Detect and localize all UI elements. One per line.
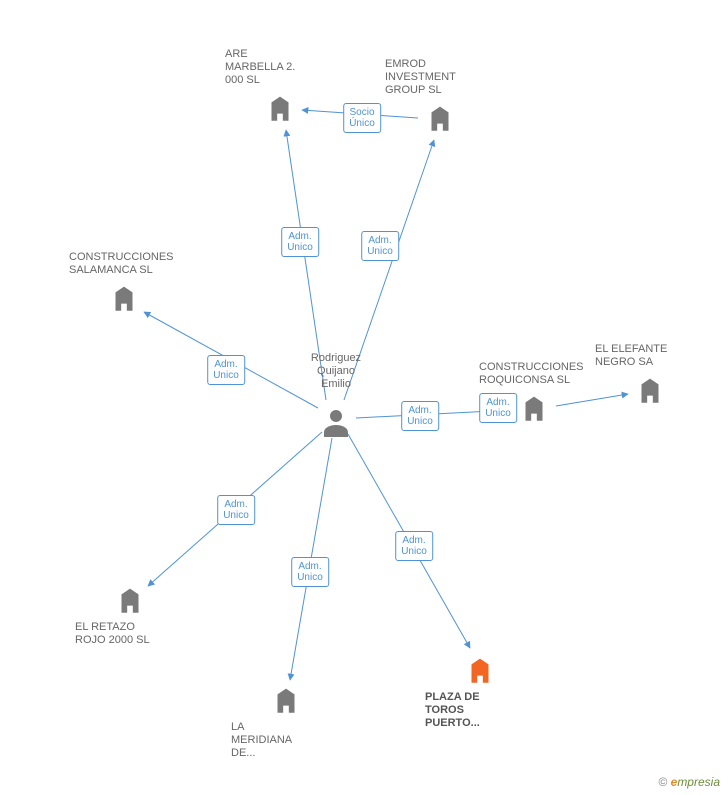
company-node-construcciones-salamanca[interactable] (107, 281, 141, 320)
building-icon (269, 683, 303, 717)
company-label-el-elefante: EL ELEFANTE NEGRO SA (595, 343, 705, 369)
edge-label: Adm. Unico (217, 495, 255, 525)
building-icon (263, 91, 297, 125)
building-icon (107, 281, 141, 315)
building-icon (517, 391, 551, 425)
company-label-are-marbella: ARE MARBELLA 2. 000 SL (225, 48, 335, 87)
building-icon (113, 583, 147, 617)
building-icon (463, 653, 497, 687)
company-label-construcciones-salamanca: CONSTRUCCIONES SALAMANCA SL (69, 251, 179, 277)
copyright-symbol: © (658, 775, 667, 789)
company-label-emrod: EMROD INVESTMENT GROUP SL (385, 58, 495, 97)
building-icon (423, 101, 457, 135)
edge-label: Adm. Unico (207, 355, 245, 385)
edge-label: Adm. Unico (395, 531, 433, 561)
company-label-el-retazo: EL RETAZO ROJO 2000 SL (75, 621, 185, 647)
company-node-el-retazo[interactable] (113, 583, 147, 622)
center-label: Rodriguez Quijano Emilio (300, 352, 372, 391)
person-icon (318, 404, 354, 440)
company-node-construcciones-roquiconsa[interactable] (517, 391, 551, 430)
company-label-plaza-toros: PLAZA DE TOROS PUERTO... (425, 691, 535, 730)
edge-label: Adm. Unico (361, 231, 399, 261)
edge-label: Adm. Unico (281, 227, 319, 257)
company-node-la-meridiana[interactable] (269, 683, 303, 722)
footer-credit: © empresia (658, 775, 720, 789)
center-node[interactable] (318, 404, 354, 445)
company-label-construcciones-roquiconsa: CONSTRUCCIONES ROQUICONSA SL (479, 361, 589, 387)
company-node-are-marbella[interactable] (263, 91, 297, 130)
building-icon (633, 373, 667, 407)
company-label-la-meridiana: LA MERIDIANA DE... (231, 721, 341, 760)
edge-line (556, 394, 628, 406)
company-node-emrod[interactable] (423, 101, 457, 140)
company-node-plaza-toros[interactable] (463, 653, 497, 692)
brand-rest: mpresia (677, 775, 720, 789)
edge-label: Socio Único (343, 103, 381, 133)
edge-label: Adm. Unico (479, 393, 517, 423)
edge-label: Adm. Unico (401, 401, 439, 431)
edge-label: Adm. Unico (291, 557, 329, 587)
company-node-el-elefante[interactable] (633, 373, 667, 412)
